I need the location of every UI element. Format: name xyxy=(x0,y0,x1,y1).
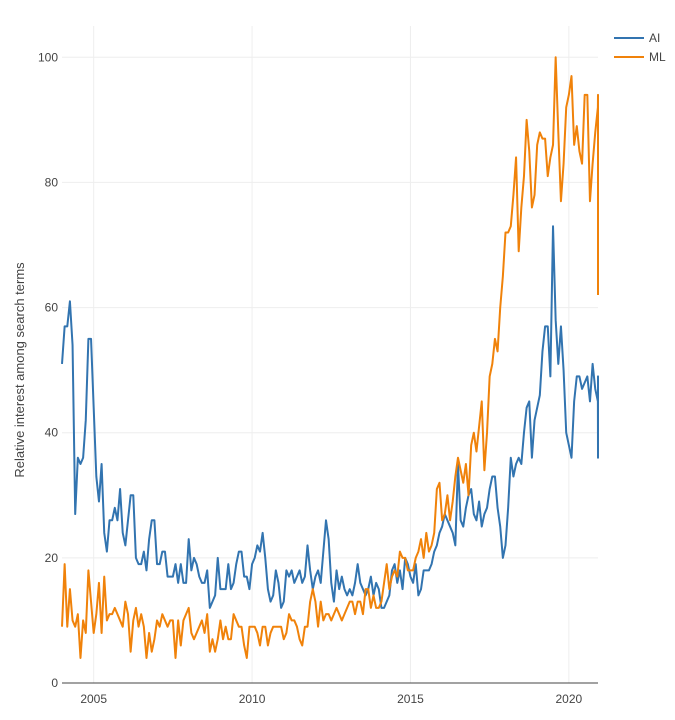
grid-lines xyxy=(62,26,598,683)
series-lines xyxy=(61,56,599,659)
legend[interactable]: AI ML xyxy=(614,31,666,64)
series-line-ml xyxy=(61,56,599,659)
legend-item-ml[interactable]: ML xyxy=(614,50,666,64)
legend-label: AI xyxy=(649,31,660,45)
legend-label: ML xyxy=(649,50,666,64)
x-tick-label: 2020 xyxy=(556,692,583,706)
legend-item-ai[interactable]: AI xyxy=(614,31,660,45)
series-line-ai xyxy=(61,225,599,609)
axes: 0 20 40 60 80 100 2005 2010 2015 2020 xyxy=(38,50,598,706)
y-axis-title: Relative interest among search terms xyxy=(12,262,27,478)
y-tick-label: 40 xyxy=(45,426,59,440)
x-tick-label: 2015 xyxy=(397,692,424,706)
y-tick-label: 80 xyxy=(45,175,59,189)
y-tick-label: 20 xyxy=(45,551,59,565)
y-tick-label: 0 xyxy=(51,676,58,690)
x-tick-label: 2010 xyxy=(239,692,266,706)
y-tick-label: 60 xyxy=(45,301,59,315)
y-tick-label: 100 xyxy=(38,50,58,64)
x-tick-label: 2005 xyxy=(80,692,107,706)
